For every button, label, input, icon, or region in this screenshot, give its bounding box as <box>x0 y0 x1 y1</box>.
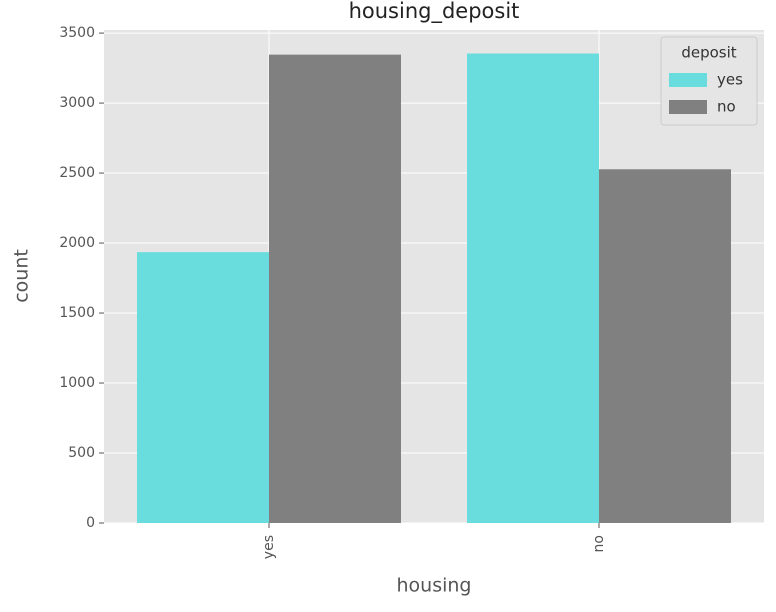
bar <box>137 252 269 523</box>
y-tick-label: 2000 <box>59 235 95 251</box>
bar <box>599 169 731 523</box>
legend-label: yes <box>717 71 743 89</box>
y-axis-label: count <box>11 249 33 303</box>
bar <box>467 53 599 524</box>
y-tick-label: 500 <box>68 445 95 461</box>
legend-label: no <box>717 98 736 116</box>
x-tick-label: yes <box>261 535 277 559</box>
x-tick-label: no <box>591 535 607 552</box>
bar <box>269 54 401 524</box>
legend-swatch <box>669 73 707 87</box>
bars <box>137 53 731 524</box>
legend-swatch <box>669 100 707 114</box>
legend-title: deposit <box>681 44 736 62</box>
chart-title: housing_deposit <box>349 0 520 24</box>
legend: deposit yes no <box>660 36 758 126</box>
y-tick-label: 0 <box>86 515 95 531</box>
y-tick-label: 2500 <box>59 165 95 181</box>
y-tick-label: 3000 <box>59 95 95 111</box>
x-axis-label: housing <box>397 575 472 597</box>
y-tick-label: 1000 <box>59 375 95 391</box>
y-tick-label: 3500 <box>59 25 95 41</box>
y-tick-label: 1500 <box>59 305 95 321</box>
